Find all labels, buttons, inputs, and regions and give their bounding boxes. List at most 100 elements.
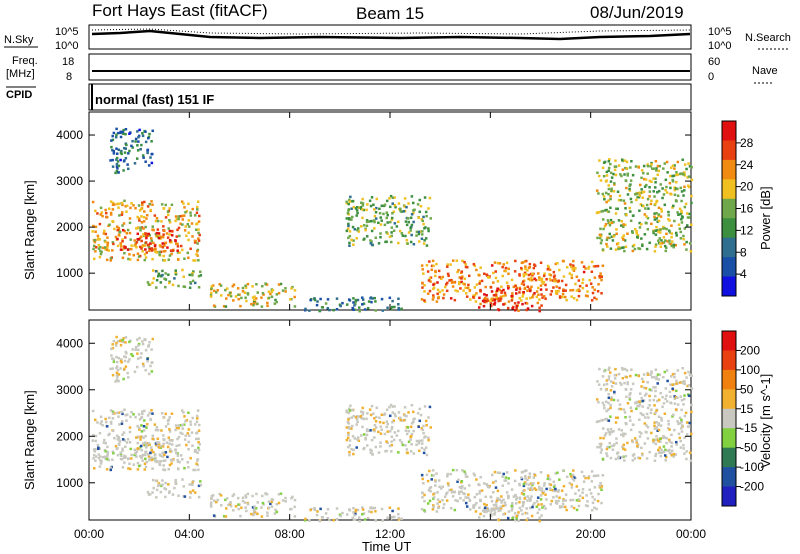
velocity-cell — [405, 448, 409, 451]
power-cell — [133, 162, 137, 165]
power-cell — [427, 229, 430, 233]
power-cell — [109, 200, 113, 203]
power-cell — [271, 288, 275, 292]
power-cell — [360, 225, 363, 228]
velocity-cell — [405, 432, 409, 436]
power-cell — [642, 204, 645, 208]
velocity-cell — [500, 495, 503, 498]
power-cell — [102, 232, 106, 235]
velocity-cell — [244, 496, 248, 499]
velocity-cell — [356, 436, 360, 439]
power-cell — [149, 156, 152, 159]
power-cell — [379, 235, 382, 239]
power-cell — [308, 309, 311, 312]
velocity-cell — [496, 489, 500, 493]
power-cell — [244, 284, 247, 287]
power-cell — [147, 136, 150, 140]
power-cell — [156, 219, 160, 223]
velocity-cell — [502, 498, 505, 502]
velocity-cell — [553, 489, 556, 493]
velocity-cell — [662, 402, 666, 405]
power-cell — [174, 271, 177, 274]
velocity-cell — [391, 405, 395, 408]
power-cell — [646, 228, 650, 231]
freq-tick-bottom: 8 — [66, 71, 72, 83]
power-cell — [522, 291, 525, 294]
power-cell — [126, 248, 130, 251]
power-cell — [369, 296, 373, 299]
velocity-cell — [345, 426, 349, 429]
power-cell — [593, 296, 596, 300]
power-cell — [161, 235, 165, 239]
velocity-cell — [445, 499, 449, 502]
velocity-cell — [379, 441, 382, 444]
velocity-cell — [428, 405, 432, 409]
velocity-cell — [176, 454, 180, 457]
velocity-cell — [660, 419, 664, 422]
velocity-cell — [151, 337, 155, 341]
velocity-cell — [657, 415, 661, 419]
power-cell — [620, 219, 624, 223]
y-tick-label: 2000 — [56, 220, 83, 234]
power-cell — [418, 210, 422, 214]
velocity-cell — [163, 438, 166, 441]
power-cell — [117, 171, 120, 174]
velocity-cell — [180, 409, 184, 412]
velocity-cell — [370, 438, 374, 442]
velocity-cell — [588, 488, 591, 492]
velocity-cell — [383, 412, 387, 415]
power-cell — [455, 259, 459, 262]
velocity-cell — [688, 425, 691, 428]
power-cell — [183, 229, 187, 232]
velocity-cell — [197, 446, 200, 450]
power-cell — [187, 231, 190, 235]
power-cell — [177, 258, 180, 261]
velocity-cell — [521, 512, 524, 516]
velocity-cell — [104, 441, 108, 445]
power-cell — [196, 200, 200, 203]
velocity-cell — [477, 516, 481, 519]
velocity-cell — [425, 453, 429, 457]
power-cell — [437, 296, 440, 300]
power-cell — [683, 205, 687, 209]
colorbar-tick-label: -200 — [740, 480, 764, 494]
velocity-cell — [608, 431, 612, 434]
velocity-cell — [614, 457, 618, 461]
velocity-cell — [506, 516, 510, 520]
power-cell — [585, 284, 588, 287]
colorbar-tick-label: -100 — [740, 460, 764, 474]
velocity-cell — [406, 426, 410, 429]
velocity-cell — [493, 513, 496, 516]
velocity-cell — [622, 443, 626, 447]
power-cell — [363, 308, 367, 311]
power-cell — [642, 171, 645, 175]
velocity-cell — [569, 472, 572, 476]
power-cell — [148, 234, 151, 237]
velocity-cell — [109, 422, 113, 425]
velocity-cell — [121, 338, 124, 342]
velocity-cell — [630, 409, 633, 413]
velocity-cell — [554, 499, 558, 503]
power-cell — [502, 288, 505, 292]
velocity-cell — [159, 490, 163, 494]
power-cell — [397, 220, 400, 224]
power-cell — [350, 238, 353, 242]
power-cell — [648, 185, 651, 189]
power-cell — [496, 279, 500, 283]
velocity-cell — [638, 403, 642, 406]
power-cell — [117, 233, 121, 237]
velocity-cell — [631, 459, 635, 462]
velocity-cell — [430, 478, 433, 481]
power-cell — [410, 233, 413, 237]
velocity-cell — [151, 437, 155, 441]
power-cell — [405, 205, 408, 209]
power-cell — [199, 274, 203, 277]
velocity-colorbar-label: Velocity [m s^-1] — [758, 374, 773, 468]
velocity-cell — [572, 479, 576, 482]
power-cell — [676, 160, 680, 164]
power-cell — [390, 240, 393, 244]
power-cell — [513, 270, 517, 273]
power-cell — [600, 239, 604, 242]
power-cell — [422, 242, 426, 245]
velocity-cell — [142, 364, 145, 368]
